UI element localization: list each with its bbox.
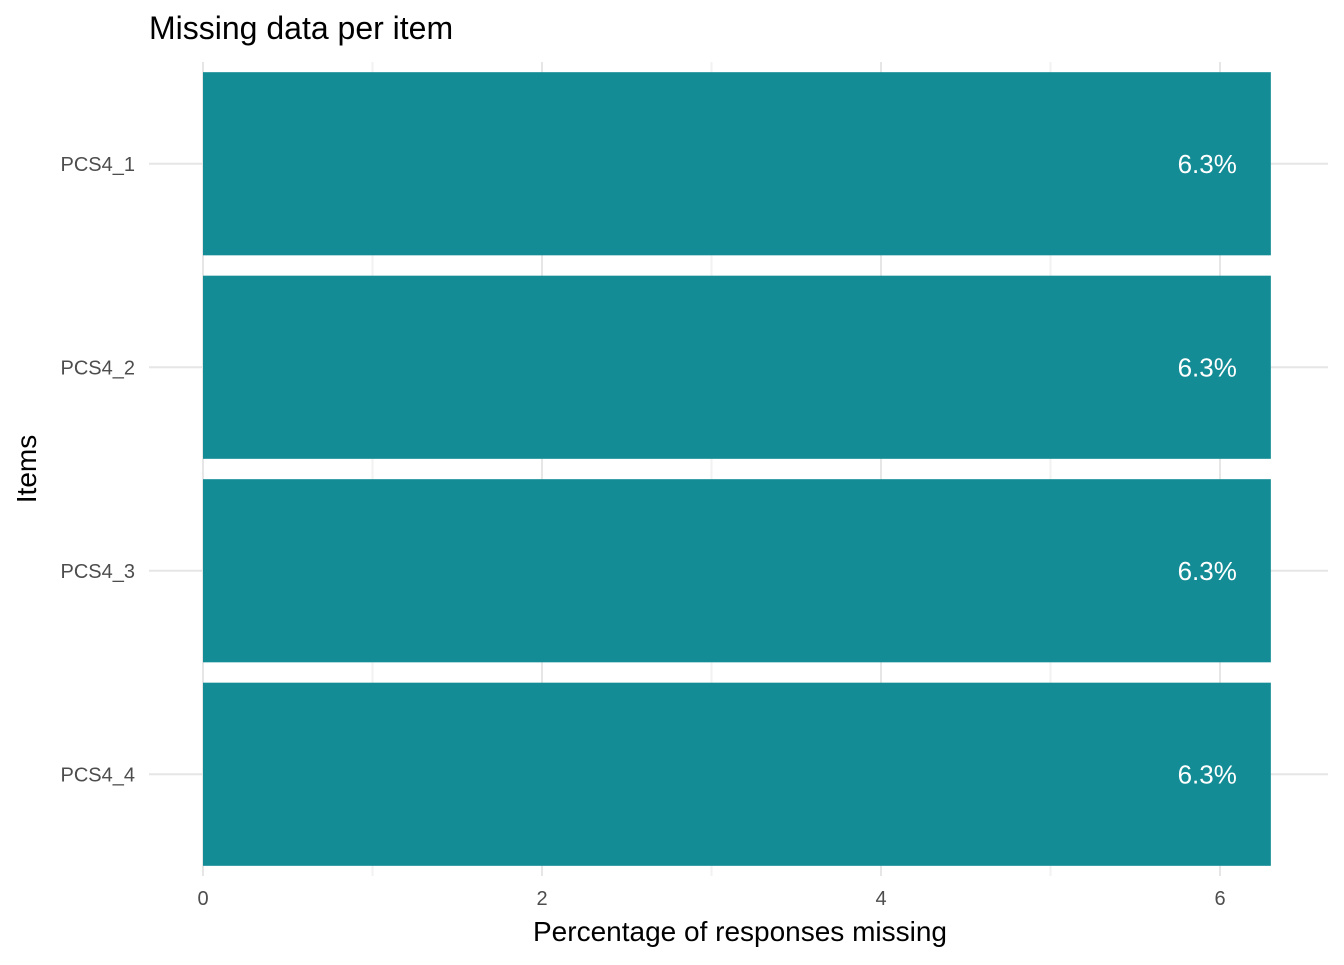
bar [203,72,1271,256]
y-tick-label: PCS4_3 [61,561,136,583]
y-tick-label: PCS4_2 [61,357,136,379]
y-tick-label: PCS4_4 [61,764,136,786]
x-axis-ticks: 0 2 4 6 [197,888,1225,910]
x-tick-label: 0 [197,888,208,910]
y-axis-ticks: PCS4_1 PCS4_2 PCS4_3 PCS4_4 [61,154,136,787]
bar [203,682,1271,866]
bar-value-label: 6.3% [1178,352,1237,382]
bar-value-label: 6.3% [1178,556,1237,586]
chart-title: Missing data per item [149,10,453,46]
bar [203,479,1271,663]
y-tick-label: PCS4_1 [61,154,136,176]
x-tick-label: 2 [536,888,547,910]
bars [203,72,1271,866]
x-tick-label: 6 [1214,888,1225,910]
bar [203,275,1271,459]
x-axis-title: Percentage of responses missing [533,916,947,947]
bar-value-labels: 6.3% 6.3% 6.3% 6.3% [1178,149,1237,790]
bar-value-label: 6.3% [1178,149,1237,179]
x-tick-label: 4 [875,888,886,910]
y-axis-title: Items [11,435,42,503]
bar-value-label: 6.3% [1178,759,1237,789]
